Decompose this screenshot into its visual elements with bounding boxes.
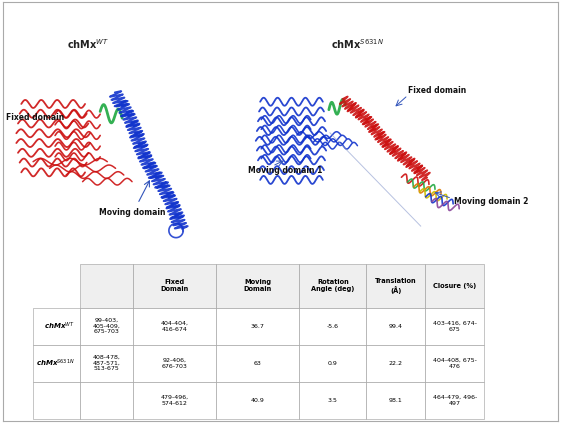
Text: chMx$^{S631N}$: chMx$^{S631N}$: [331, 37, 384, 51]
Text: Moving domain: Moving domain: [99, 209, 165, 217]
Text: Fixed domain: Fixed domain: [6, 113, 65, 122]
Text: Fixed domain: Fixed domain: [408, 86, 466, 95]
Text: Moving domain 2: Moving domain 2: [454, 197, 528, 206]
Text: Moving domain 1: Moving domain 1: [247, 166, 322, 175]
Text: chMx$^{WT}$: chMx$^{WT}$: [67, 37, 109, 51]
